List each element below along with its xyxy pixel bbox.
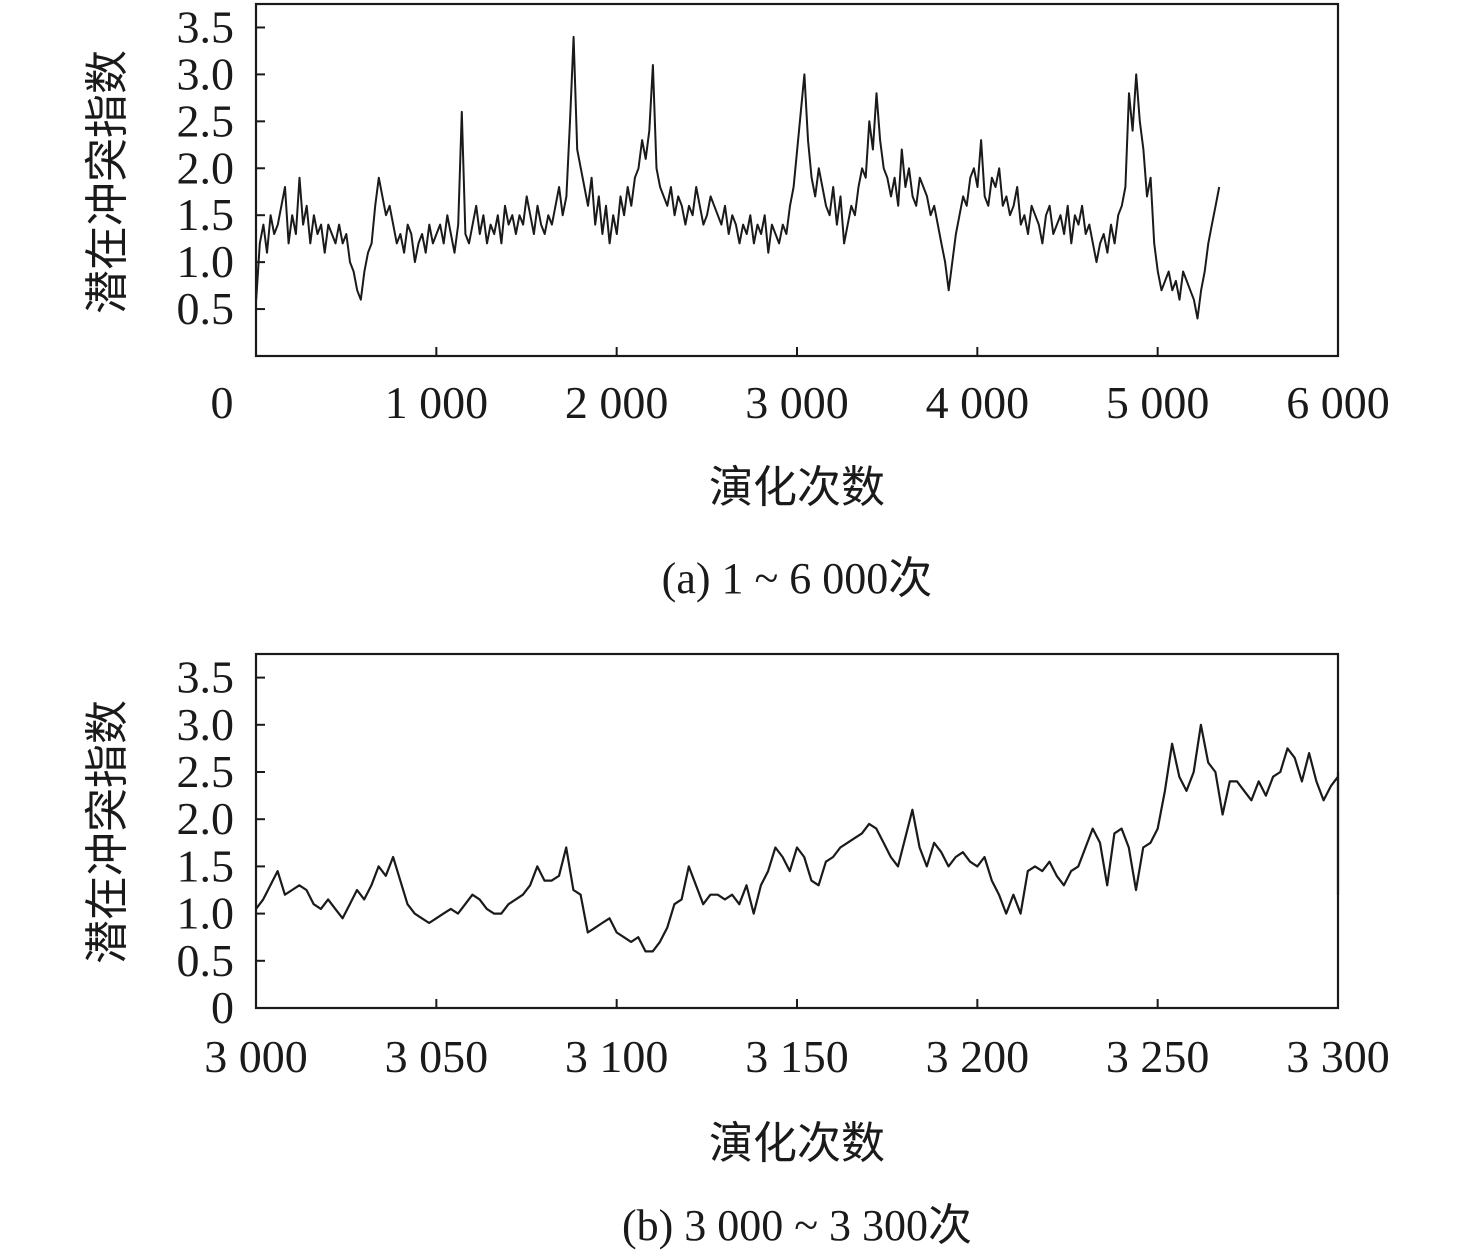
y-tick-label: 3.0 bbox=[177, 699, 235, 750]
chart-panel-a: 0.51.01.52.02.53.03.5 0 1 000 2 000 3 000 4 … bbox=[82, 1, 1390, 603]
x-tick-label: 3 000 bbox=[745, 377, 849, 428]
series-line bbox=[255, 723, 1340, 953]
x-axis-title-b: 演化次数 bbox=[709, 1118, 885, 1169]
caption-a: (a) 1 ~ 6 000次 bbox=[662, 554, 933, 603]
y-tick-label: 1.5 bbox=[177, 840, 235, 891]
x-tick-label: 2 000 bbox=[565, 377, 669, 428]
y-tick-label: 2.0 bbox=[177, 142, 235, 193]
x-tick-label: 4 000 bbox=[926, 377, 1030, 428]
x-tick-label: 3 300 bbox=[1286, 1031, 1390, 1082]
y-tick-label: 2.5 bbox=[177, 746, 235, 797]
x-tick-label: 0 bbox=[211, 377, 234, 428]
caption-b: (b) 3 000 ~ 3 300次 bbox=[622, 1201, 972, 1250]
x-tick-label: 3 150 bbox=[745, 1031, 849, 1082]
x-tick-label: 3 200 bbox=[926, 1031, 1030, 1082]
y-tick-label: 0.5 bbox=[177, 283, 235, 334]
y-tick-label: 1.0 bbox=[177, 888, 235, 939]
y-tick-label: 3.0 bbox=[177, 48, 235, 99]
y-tick-label: 0 bbox=[211, 982, 234, 1033]
y-tick-label: 2.0 bbox=[177, 793, 235, 844]
x-tick-label: 3 000 bbox=[204, 1031, 308, 1082]
y-axis-b: 00.51.01.52.02.53.03.5 bbox=[177, 652, 265, 1033]
x-axis-title-a: 演化次数 bbox=[709, 462, 885, 513]
x-tick-label: 1 000 bbox=[385, 377, 489, 428]
y-axis-title-a: 潜在冲突指数 bbox=[82, 50, 133, 314]
x-tick-label: 6 000 bbox=[1286, 377, 1390, 428]
y-axis-a: 0.51.01.52.02.53.03.5 bbox=[177, 1, 265, 334]
plot-frame-a bbox=[254, 2, 1340, 358]
series-line bbox=[255, 35, 1221, 320]
y-tick-label: 3.5 bbox=[177, 1, 235, 52]
x-axis-a: 0 1 000 2 000 3 000 4 000 5 000 6 000 bbox=[211, 347, 1390, 428]
x-tick-label: 3 100 bbox=[565, 1031, 669, 1082]
y-tick-label: 1.5 bbox=[177, 189, 235, 240]
x-tick-label: 3 250 bbox=[1106, 1031, 1210, 1082]
series-b bbox=[255, 723, 1340, 953]
y-tick-label: 1.0 bbox=[177, 236, 235, 287]
chart-panel-b: 00.51.01.52.02.53.03.5 3 000 3 050 3 100 3 … bbox=[82, 652, 1390, 1250]
y-tick-label: 0.5 bbox=[177, 935, 235, 986]
y-axis-title-b: 潜在冲突指数 bbox=[82, 700, 133, 964]
x-tick-label: 5 000 bbox=[1106, 377, 1210, 428]
series-a bbox=[255, 35, 1221, 320]
y-tick-label: 2.5 bbox=[177, 95, 235, 146]
plot-frame-b bbox=[254, 652, 1340, 1010]
x-tick-label: 3 050 bbox=[385, 1031, 489, 1082]
y-tick-label: 3.5 bbox=[177, 652, 235, 703]
x-axis-b: 3 000 3 050 3 100 3 150 3 200 3 250 3 300 bbox=[204, 999, 1390, 1082]
